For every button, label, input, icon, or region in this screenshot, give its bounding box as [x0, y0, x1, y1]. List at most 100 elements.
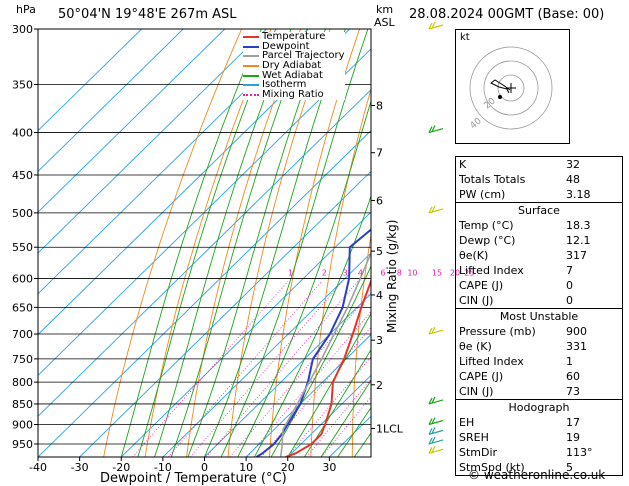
- hodograph-value: 5: [566, 461, 573, 474]
- height-unit-km: km: [376, 3, 394, 16]
- pressure-tick-label: 600: [12, 273, 33, 286]
- height-unit-asl: ASL: [374, 16, 395, 29]
- legend-swatch: [243, 74, 259, 77]
- height-tick-label: 4: [376, 289, 383, 302]
- hodograph-value: 113°: [566, 446, 593, 459]
- dry-adiabat-line: [351, 232, 371, 457]
- legend: Temperature Dewpoint Parcel Trajectory Dry …: [243, 32, 345, 100]
- hodograph-unit: kt: [460, 32, 470, 43]
- height-tick-label: 2: [376, 379, 383, 392]
- wind-barb: [428, 396, 444, 405]
- wind-barb: [428, 326, 444, 335]
- surface-key: Temp (°C): [459, 219, 514, 232]
- surface-row: Dewp (°C) 12.1: [456, 233, 622, 248]
- index-value: 32: [566, 158, 580, 171]
- dry-adiabat-line: [186, 29, 302, 457]
- legend-swatch: [243, 55, 259, 58]
- wet-adiabat-line: [187, 29, 326, 457]
- mixing-ratio-label: 2: [322, 269, 327, 278]
- wind-barb: [428, 125, 444, 134]
- surface-value: 18.3: [566, 219, 591, 232]
- isotherm-line: [79, 170, 371, 457]
- hodograph-value: 19: [566, 431, 580, 444]
- hodograph-frame: [455, 29, 570, 144]
- wet-adiabat-line: [320, 379, 371, 457]
- axes: 3003504004505005506006507007508008509009…: [12, 23, 474, 474]
- surface-value: 12.1: [566, 234, 591, 247]
- legend-swatch: [243, 45, 259, 48]
- hodograph-key: StmSpd (kt): [459, 461, 525, 474]
- surface-key: Lifted Index: [459, 264, 524, 277]
- legend-swatch: [243, 35, 259, 38]
- hodograph-key: EH: [459, 416, 475, 429]
- mixing-ratio-label: 4: [358, 269, 363, 278]
- most-unstable-key: θe (K): [459, 340, 492, 353]
- mixing-ratio-label: 8: [397, 269, 402, 278]
- wet-adiabat-line: [237, 99, 371, 457]
- mixing-ratio-line: [229, 291, 371, 457]
- isotherm-line: [287, 374, 371, 457]
- series-line-temperature: [285, 278, 371, 457]
- indices-most-unstable: Most Unstable Pressure (mb) 900 θe (K) 331 L…: [455, 308, 623, 399]
- hodograph-row: SREH 19: [456, 430, 622, 445]
- series-line-parcel-trajectory: [279, 251, 371, 457]
- mixing-ratio-line: [132, 281, 289, 457]
- wind-barb: [428, 205, 444, 214]
- isotherm-line: [38, 48, 371, 376]
- dry-adiabat-line: [144, 29, 272, 457]
- wet-adiabat-line: [170, 29, 308, 457]
- legend-label: Isotherm: [262, 79, 307, 91]
- legend-label: Mixing Ratio: [262, 89, 324, 101]
- height-tick-label: 7: [376, 147, 383, 160]
- isotherm-line: [204, 293, 371, 457]
- surface-key: θe(K): [459, 249, 489, 262]
- index-row: PW (cm) 3.18: [456, 187, 622, 202]
- wind-barb: [428, 417, 444, 426]
- surface-row: Lifted Index 7: [456, 263, 622, 278]
- legend-item: Dewpoint: [243, 41, 345, 52]
- height-tick-label: 6: [376, 194, 383, 207]
- mixing-ratio-label: 6: [380, 269, 385, 278]
- isotherm-line: [38, 29, 184, 172]
- indices-hodograph: Hodograph EH 17 SREH 19 StmDir 113° StmSpd (kt…: [455, 399, 623, 476]
- hodograph-ring: [483, 60, 539, 116]
- isotherm-line: [38, 29, 142, 132]
- pressure-tick-label: 400: [12, 127, 33, 140]
- pressure-tick-label: 850: [12, 398, 33, 411]
- surface-row: θe(K) 317: [456, 248, 622, 263]
- temp-tick-label: -20: [112, 461, 130, 474]
- dry-adiabat-line: [103, 29, 243, 457]
- mixing-ratio-label: 25: [464, 269, 474, 278]
- wet-adiabat-line: [220, 29, 369, 457]
- most-unstable-row: CAPE (J) 60: [456, 369, 622, 384]
- legend-label: Temperature: [262, 31, 326, 42]
- temp-tick-label: 20: [281, 461, 295, 474]
- legend-item: Wet Adiabat: [243, 69, 345, 81]
- hodograph-row: StmSpd (kt) 5: [456, 460, 622, 475]
- isotherm-line: [38, 29, 351, 336]
- indices-top: K 32 Totals Totals 48 PW (cm) 3.18: [455, 156, 623, 202]
- wind-barb: [428, 436, 444, 445]
- legend-item: Temperature: [243, 32, 345, 42]
- legend-item: Mixing Ratio: [243, 90, 345, 100]
- x-axis-label: Dewpoint / Temperature (°C): [100, 471, 287, 486]
- wet-adiabat-line: [204, 29, 346, 457]
- hodograph-ring: [497, 74, 525, 102]
- hodograph-row: StmDir 113°: [456, 445, 622, 460]
- mixing-ratio-label: 15: [432, 269, 442, 278]
- height-tick-label: 5: [376, 245, 383, 258]
- wind-barb: [428, 446, 444, 454]
- most-unstable-row: Lifted Index 1: [456, 354, 622, 369]
- wet-adiabat-line: [154, 29, 292, 457]
- mixing-ratio-line: [189, 281, 343, 457]
- wet-adiabat-line: [120, 29, 262, 457]
- temp-tick-label: -10: [154, 461, 172, 474]
- legend-label: Wet Adiabat: [262, 69, 323, 81]
- wet-adiabat-line: [304, 348, 371, 457]
- temp-tick-label: 0: [201, 461, 208, 474]
- most-unstable-key: CIN (J): [459, 385, 494, 398]
- most-unstable-title: Most Unstable: [499, 310, 579, 323]
- surface-value: 317: [566, 249, 587, 262]
- most-unstable-value: 60: [566, 370, 580, 383]
